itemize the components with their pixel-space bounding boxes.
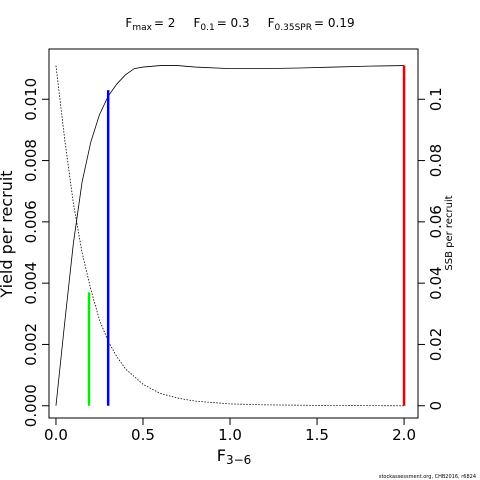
x-tick-label: 0.0 — [44, 426, 68, 444]
fmax-value: = 2 — [154, 16, 176, 30]
x-tick-label: 1.0 — [218, 426, 242, 444]
y2-tick-label: 0 — [427, 401, 445, 411]
y2-tick-label: 0.08 — [427, 144, 445, 177]
y-tick-label: 0.006 — [22, 200, 40, 243]
y-tick-label: 0.004 — [22, 262, 40, 305]
y-tick-label: 0.000 — [22, 384, 40, 427]
fspr-sub: 0.35SPR — [275, 23, 312, 33]
f01-value: = 0.3 — [217, 16, 250, 30]
y-axis-left: 0.000 0.002 0.004 0.006 0.008 0.010 — [22, 78, 50, 427]
x-tick-label: 2.0 — [392, 426, 416, 444]
series-layer — [55, 65, 405, 407]
y-axis-title: Yield per recruit — [0, 170, 16, 298]
y-tick-label: 0.002 — [22, 323, 40, 366]
reference-lines — [87, 65, 406, 406]
x-tick-label: 0.5 — [131, 426, 155, 444]
x-tick-label: 1.5 — [305, 426, 329, 444]
y2-tick-label: 0.04 — [427, 266, 445, 299]
yield-per-recruit-line — [55, 65, 405, 406]
x-axis-title-main: F — [217, 446, 226, 465]
f01-label: F — [193, 16, 200, 30]
footer-credit: stockassessment.org, CHB2016, r6824 — [379, 474, 476, 480]
fspr-value: = 0.19 — [314, 16, 355, 30]
fspr-label: F — [268, 16, 275, 30]
y-tick-label: 0.010 — [22, 78, 40, 121]
x-axis-title: F3−6 — [217, 446, 252, 467]
y2-axis-title: SSB per recruit — [444, 195, 455, 270]
fmax-sub: max — [132, 23, 152, 33]
y-axis-right: 0 0.02 0.04 0.06 0.08 0.1 — [417, 87, 445, 411]
y2-tick-label: 0.1 — [427, 87, 445, 111]
y-tick-label: 0.008 — [22, 139, 40, 182]
x-axis-title-sub: 3−6 — [226, 453, 251, 467]
f01-sub: 0.1 — [200, 23, 214, 33]
chart-title: Fmax = 2 F0.1 = 0.3 F0.35SPR = 0.19 — [125, 16, 354, 33]
fmax-label: F — [125, 16, 132, 30]
y2-tick-label: 0.06 — [427, 205, 445, 238]
ssb-per-recruit-line — [55, 65, 405, 407]
y2-tick-label: 0.02 — [427, 328, 445, 361]
x-axis: 0.0 0.5 1.0 1.5 2.0 — [44, 417, 416, 444]
